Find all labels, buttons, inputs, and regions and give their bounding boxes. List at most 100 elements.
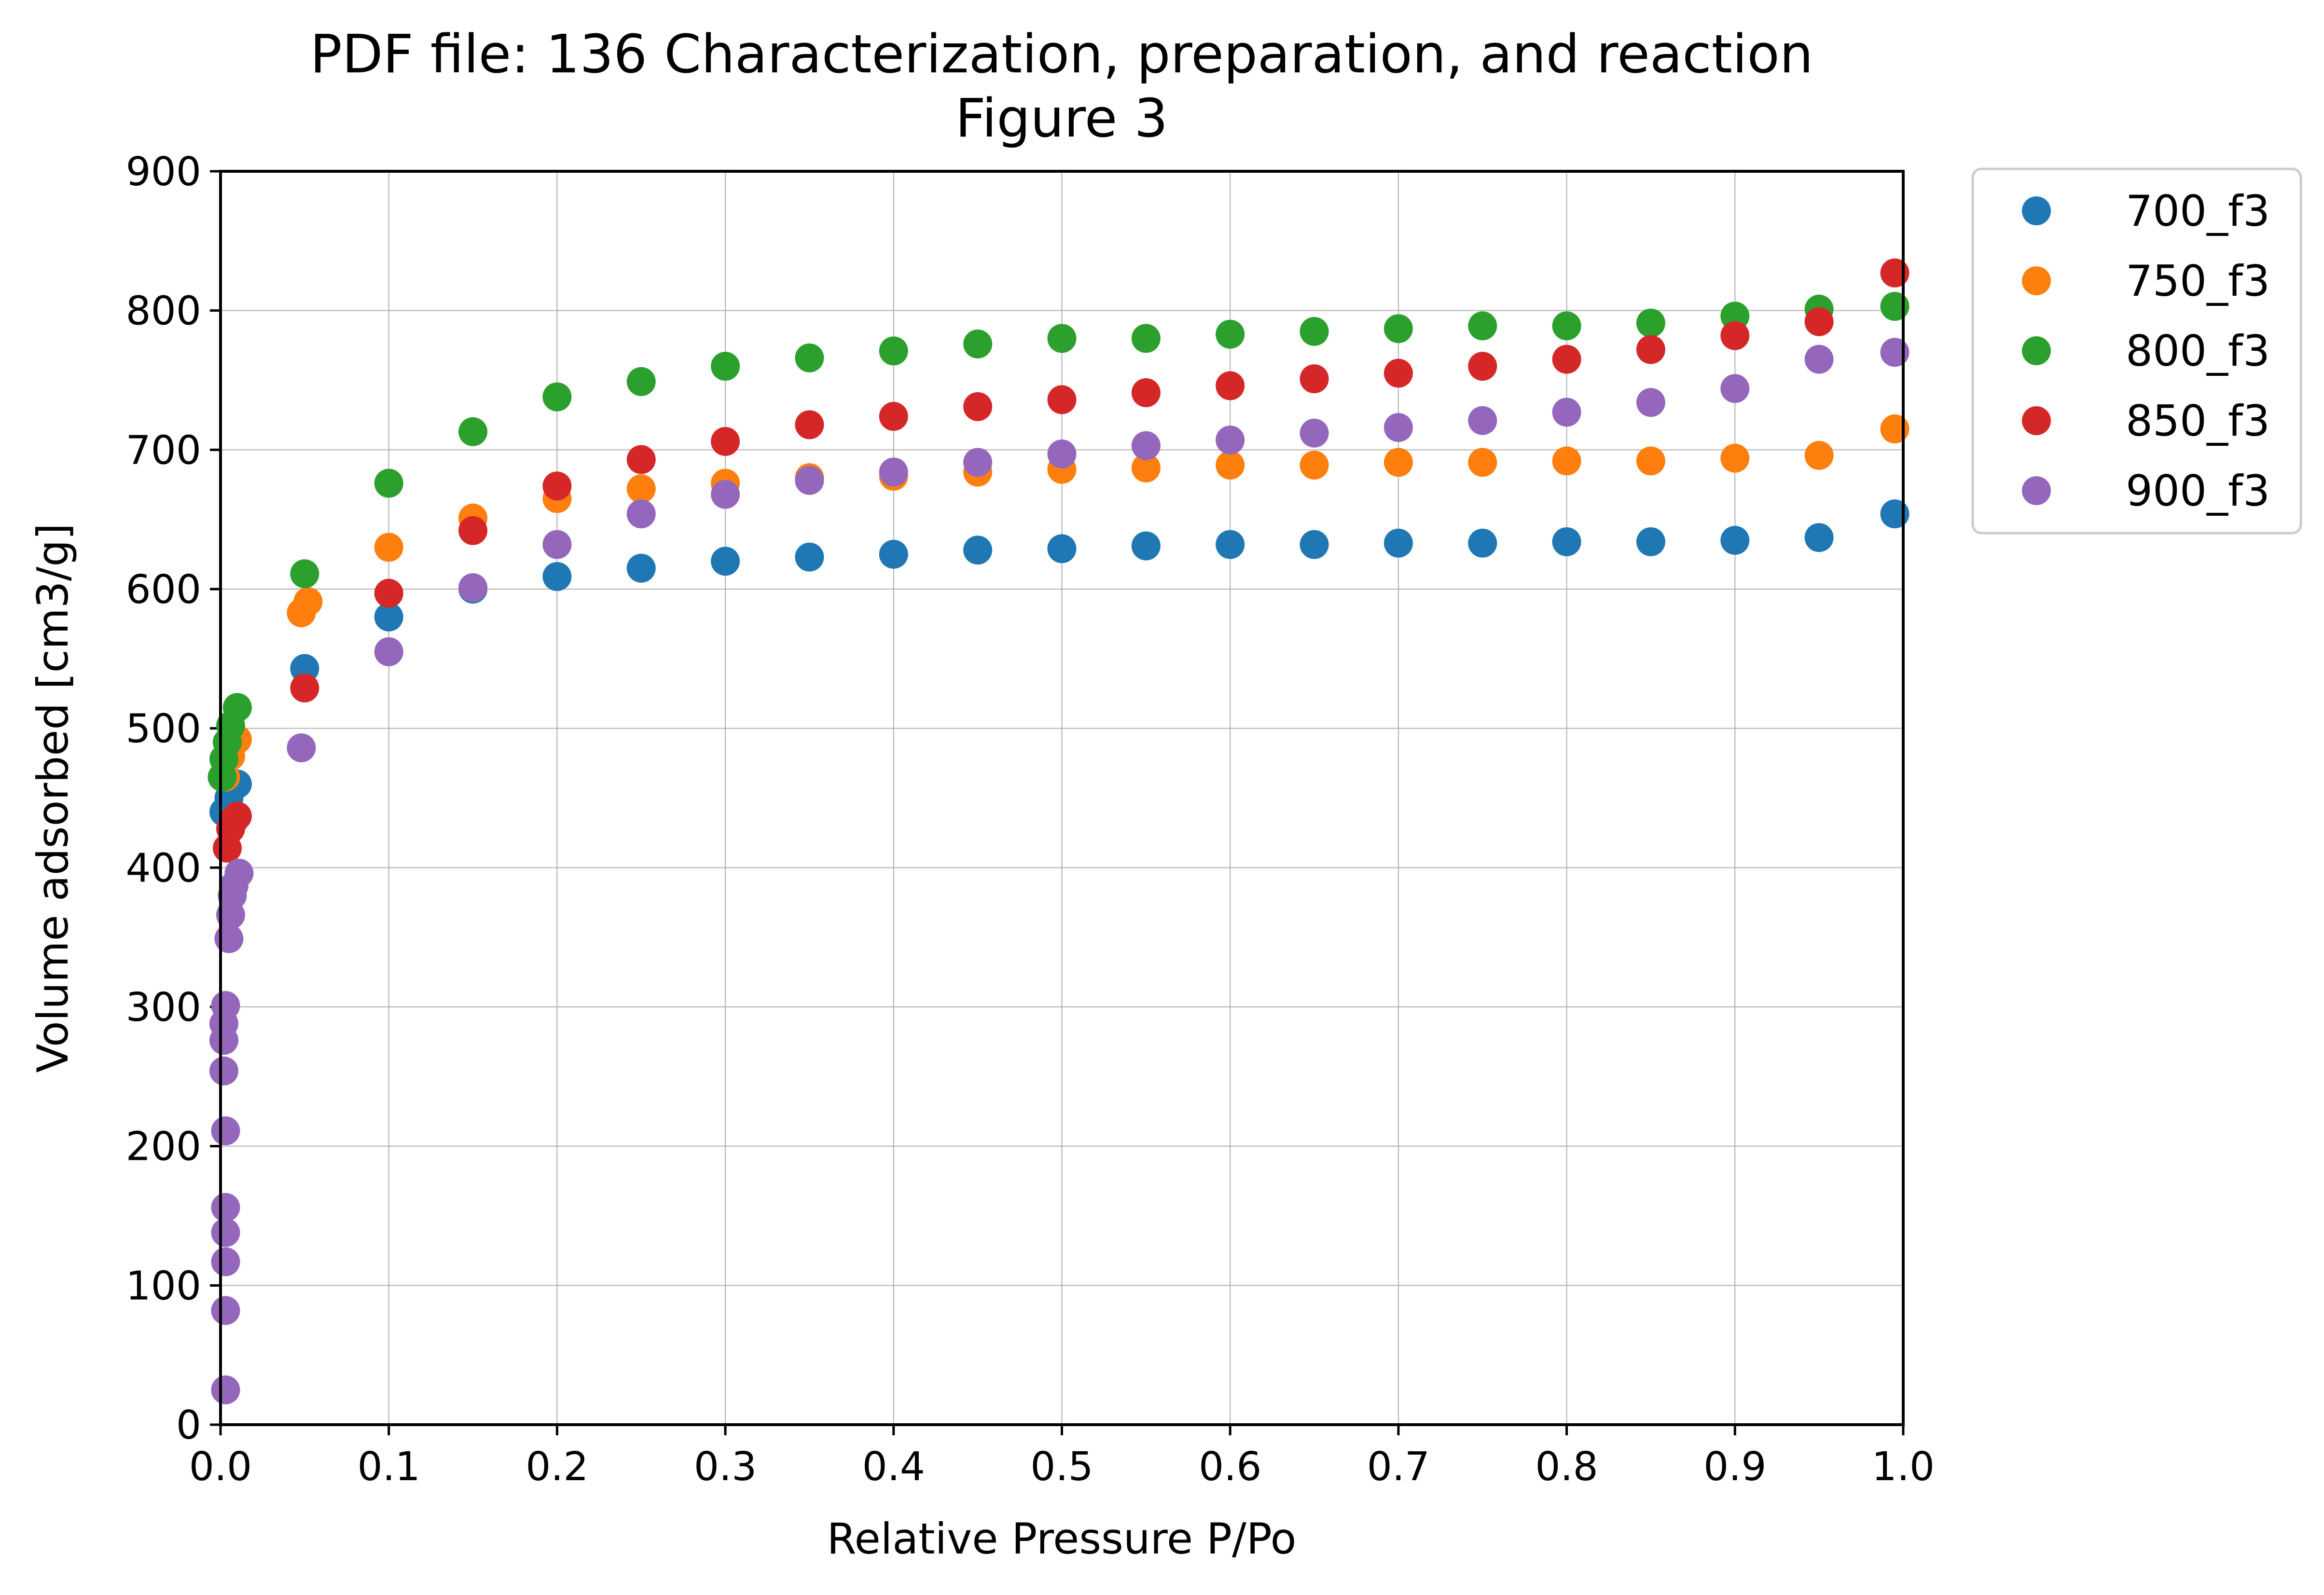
legend: 700_f3 750_f3 800_f3 850_f3 900_f3 [1971,167,2302,535]
data-point [1468,406,1497,435]
data-point [711,352,740,381]
data-point [1047,534,1077,564]
legend-marker [2022,406,2051,435]
data-point [1804,307,1834,336]
data-point [374,533,403,562]
data-point [1216,451,1245,480]
data-point [1131,453,1161,482]
data-point [1804,440,1834,470]
data-point [1804,523,1834,552]
series-850_f3 [212,258,1909,863]
data-point [1468,352,1497,381]
data-point [211,1247,240,1277]
data-point [1468,528,1497,558]
data-point [211,1116,240,1145]
data-point [374,578,403,608]
chart-subtitle: Figure 3 [955,87,1168,149]
data-point [287,733,316,763]
data-point [879,402,908,431]
data-point [222,801,252,831]
data-point [458,573,488,603]
data-point [711,547,740,576]
data-point [224,858,254,888]
x-tick-label: 0.1 [357,1444,420,1490]
legend-label: 900_f3 [2126,466,2270,516]
data-point [1720,321,1750,350]
y-tick-label: 100 [125,1263,201,1309]
data-point [1383,528,1413,558]
legend-label: 800_f3 [2126,326,2270,376]
data-point [879,457,908,487]
data-point [795,542,824,572]
data-point [542,471,572,501]
x-tick-label: 0.6 [1199,1444,1261,1490]
data-point [1720,443,1750,473]
data-point [209,1056,238,1086]
chart-title: PDF file: 136 Characterization, preparat… [310,23,1813,85]
series-700_f3 [209,499,1909,826]
data-point [1131,378,1161,407]
data-point [1880,338,1909,367]
x-tick-label: 0.2 [526,1444,588,1490]
data-point [1216,530,1245,559]
data-point [1720,525,1750,555]
legend-items: 700_f3 750_f3 800_f3 850_f3 900_f3 [2022,186,2270,516]
data-points [208,258,1909,1404]
data-point [1880,499,1909,529]
legend-marker [2022,336,2051,365]
data-point [211,1296,240,1325]
data-point [374,637,403,666]
data-point [1131,531,1161,561]
legend-marker [2022,266,2051,295]
x-tick-label: 0.4 [862,1444,925,1490]
data-point [1300,418,1329,448]
data-point [879,539,908,569]
data-point [1216,371,1245,400]
data-point [626,553,656,583]
data-point [1552,344,1581,374]
data-point [879,336,908,366]
data-point [211,1193,240,1222]
data-point [1880,414,1909,444]
data-point [711,427,740,456]
y-tick-label: 400 [125,845,201,891]
x-tick-label: 1.0 [1872,1444,1935,1490]
x-tick-label: 0.0 [189,1444,252,1490]
x-tick-label: 0.8 [1535,1444,1598,1490]
data-point [626,474,656,504]
data-point [1468,448,1497,477]
legend-label: 750_f3 [2126,256,2270,306]
data-point [1047,439,1077,468]
data-point [1880,258,1909,288]
data-point [1300,530,1329,559]
data-point [374,468,403,498]
data-point [963,448,993,477]
y-tick-label: 600 [125,567,201,613]
y-tick-label: 300 [125,985,201,1031]
legend-label: 850_f3 [2126,396,2270,446]
data-point [290,673,319,702]
data-point [1552,527,1581,556]
data-point [1047,385,1077,414]
data-point [1131,324,1161,353]
data-point [626,499,656,529]
data-point [1636,308,1665,338]
data-point [1216,319,1245,349]
data-point [290,559,319,589]
data-point [1300,451,1329,480]
y-tick-label: 900 [125,149,201,195]
y-tick-label: 500 [125,706,201,752]
data-point [795,410,824,440]
data-point [711,480,740,509]
axis-ticks: 0.0 0.1 0.2 0.3 0.4 0.5 0.6 0.7 0.8 0.9 1.0 0 100 200… [125,149,1935,1490]
y-tick-label: 0 [176,1402,201,1448]
data-point [1804,344,1834,374]
series-900_f3 [209,338,1909,1404]
data-point [1468,311,1497,341]
data-point [1720,374,1750,403]
y-tick-label: 800 [125,289,201,334]
data-point [795,343,824,372]
legend-marker [2022,196,2051,225]
